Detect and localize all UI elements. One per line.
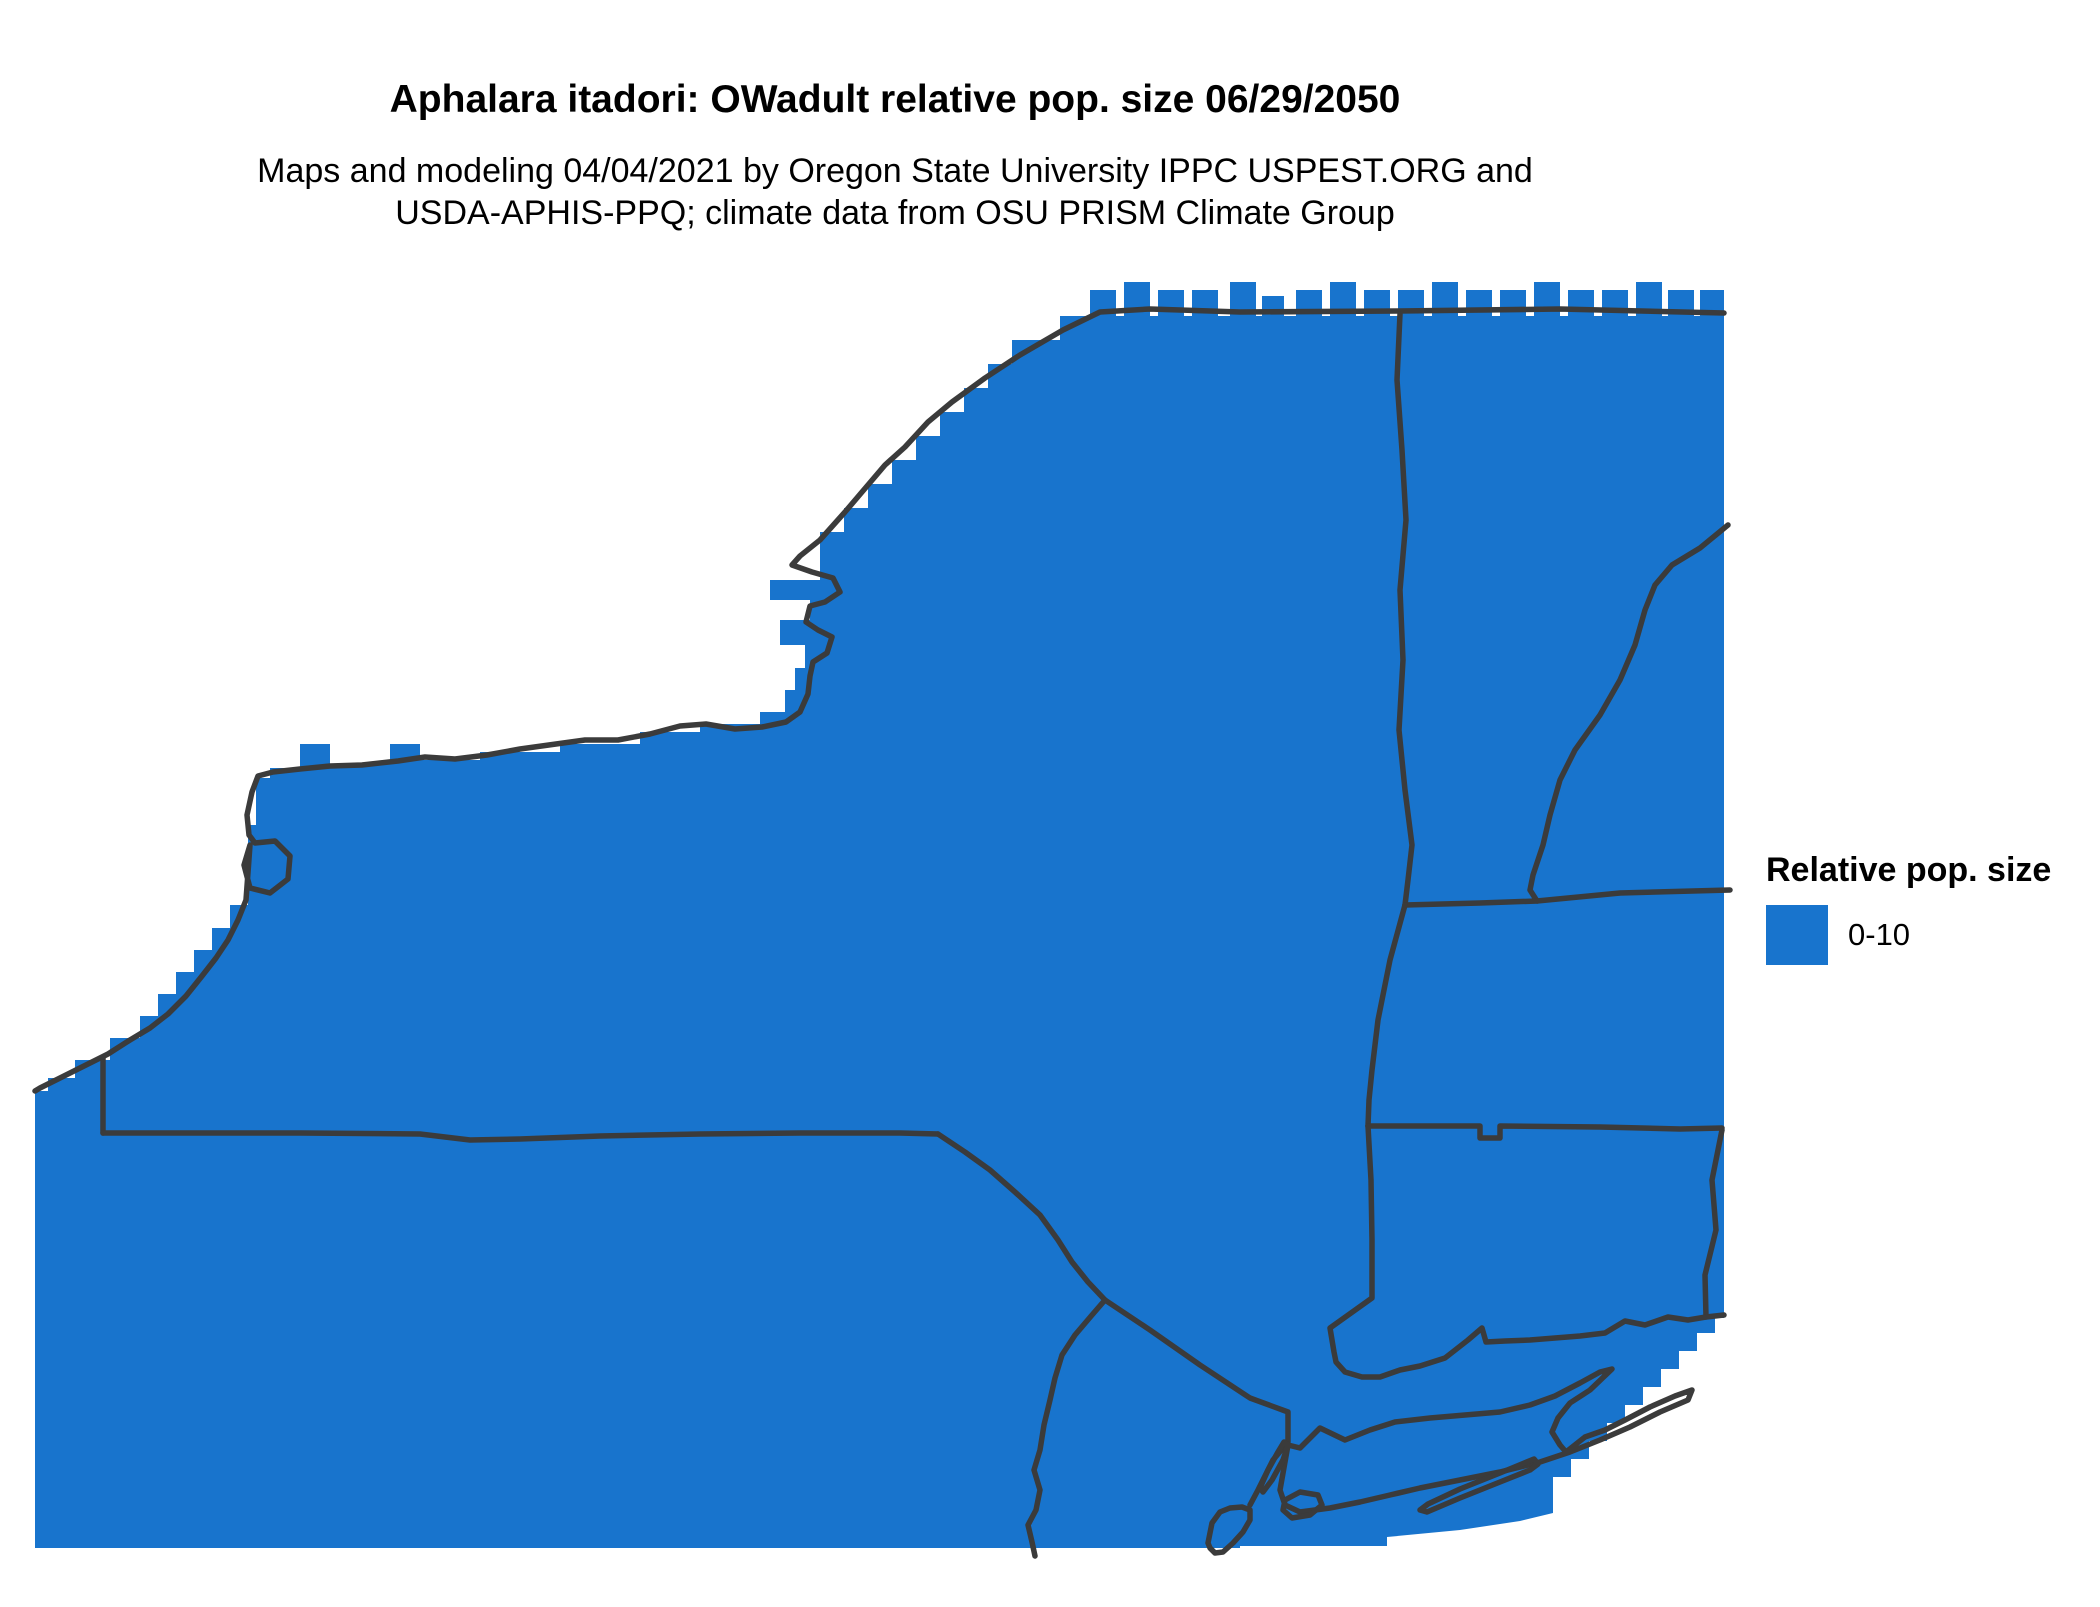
- ny-pa-border-line: [100, 1130, 941, 1143]
- ny-ma-border-line: [1365, 902, 1408, 1129]
- ny-vt-border-line: [1394, 311, 1415, 908]
- land-fill: [35, 316, 1724, 1548]
- legend-title: Relative pop. size: [1766, 851, 2052, 889]
- jamaica-bay-outline: [1280, 1489, 1325, 1521]
- state-border-lines: [32, 306, 1733, 1559]
- staten-island-outline: [1205, 1504, 1253, 1556]
- ct-ri-border-line: [1702, 1127, 1725, 1320]
- subtitle-line-1: Maps and modeling 04/04/2021 by Oregon S…: [257, 152, 1533, 190]
- ma-ct-border-line: [1365, 1123, 1725, 1141]
- subtitle-line-2: USDA-APHIS-PPQ; climate data from OSU PR…: [395, 194, 1395, 232]
- legend-swatch-color: [1766, 905, 1828, 965]
- canada-lakes-border-line: [32, 306, 1727, 1094]
- legend: Relative pop. size 0-10: [1766, 851, 2051, 965]
- manhattan-outline: [1257, 1439, 1291, 1495]
- page-subtitle: Maps and modeling 04/04/2021 by Oregon S…: [257, 150, 1533, 234]
- legend-item: 0-10: [1766, 905, 2051, 965]
- legend-swatch: [1766, 905, 1828, 965]
- long-island-outline: [1277, 1366, 1695, 1515]
- delaware-river-border-line: [935, 1131, 1108, 1559]
- barrier-island-outline: [1417, 1456, 1541, 1515]
- vt-ma-border-line: [1402, 887, 1733, 908]
- vt-nh-border-line: [1527, 522, 1731, 904]
- page-title: Aphalara itadori: OWadult relative pop. …: [389, 78, 1401, 121]
- ny-ct-border-and-coastline: [1327, 1123, 1727, 1380]
- legend-item-label: 0-10: [1848, 917, 1911, 952]
